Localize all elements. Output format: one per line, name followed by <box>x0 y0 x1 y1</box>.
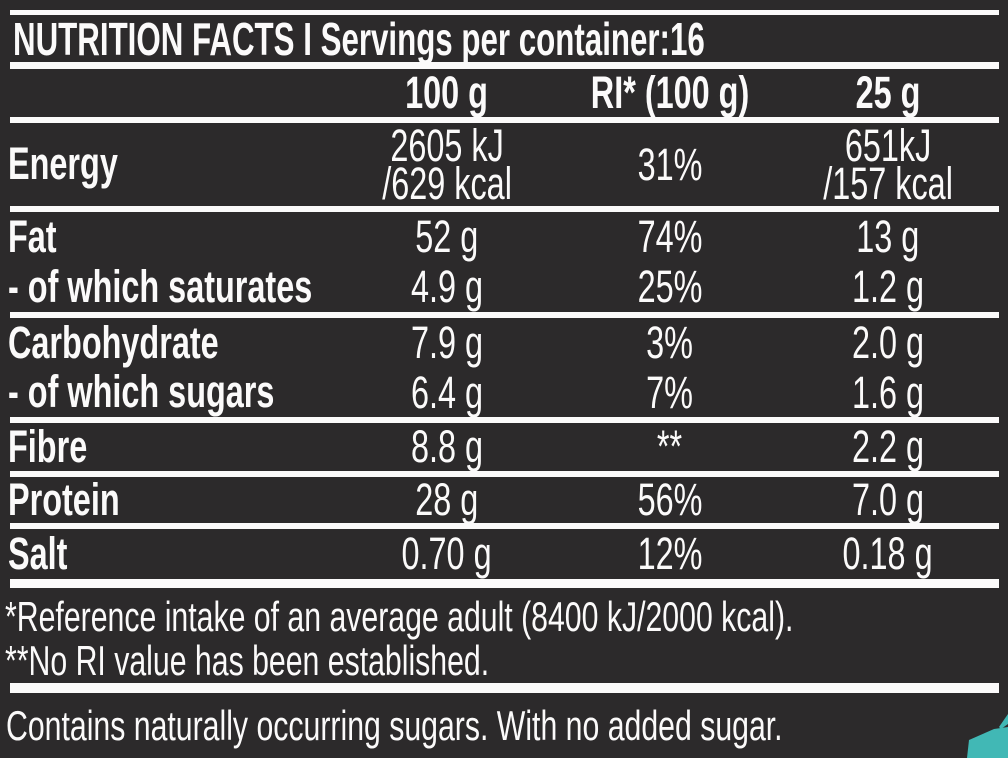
rule-top <box>10 10 999 15</box>
table-row-salt: Salt 0.70 g 12% 0.18 g <box>0 529 1008 579</box>
rule-below-columns <box>10 117 999 123</box>
table-row-fat: Fat 52 g 74% 13 g <box>0 212 1008 262</box>
value-per100: 8.8 g <box>410 421 484 473</box>
row-label: Fat <box>8 210 57 262</box>
sugar-note-text: Contains naturally occurring sugars. Wit… <box>6 702 783 749</box>
value-per100: 7.9 g <box>410 317 484 369</box>
rule-below-protein <box>10 523 999 529</box>
footnote-no-ri: **No RI value has been established. <box>5 637 490 685</box>
value-ri: 12% <box>637 528 703 580</box>
value-per25: 2.2 g <box>851 421 925 473</box>
rule-below-title <box>10 62 999 69</box>
column-header-per100: 100 g <box>405 67 489 119</box>
sugar-note: Contains naturally occurring sugars. Wit… <box>0 693 1008 758</box>
value-per100: 4.9 g <box>410 261 484 313</box>
column-header-ri: RI* (100 g) <box>590 67 750 119</box>
value-per25: 651kJ /157 kcal <box>823 119 953 209</box>
top-margin <box>0 0 1008 10</box>
value-ri: ** <box>657 421 683 473</box>
table-row-protein: Protein 28 g 56% 7.0 g <box>0 477 1008 523</box>
column-header-per25: 25 g <box>855 67 921 119</box>
value-per25: 1.2 g <box>851 261 925 313</box>
value-per25: 0.18 g <box>842 528 934 580</box>
value-per25: 2.0 g <box>851 317 925 369</box>
value-per25: 1.6 g <box>851 366 925 418</box>
table-row-fibre: Fibre 8.8 g ** 2.2 g <box>0 423 1008 471</box>
rule-below-energy <box>10 206 999 212</box>
row-label: Salt <box>8 527 68 579</box>
rule-below-fibre <box>10 471 999 477</box>
table-row-sugars: - of which sugars 6.4 g 7% 1.6 g <box>0 368 1008 417</box>
rule-below-fat-group <box>10 312 999 318</box>
column-header-row: 100 g RI* (100 g) 25 g <box>0 69 1008 117</box>
row-label: - of which sugars <box>8 366 275 418</box>
value-ri: 25% <box>637 261 703 313</box>
row-label: - of which saturates <box>8 260 313 312</box>
row-label: Energy <box>8 138 118 190</box>
footnotes: *Reference intake of an average adult (8… <box>0 588 1008 683</box>
label-header: NUTRITION FACTS I Servings per container… <box>0 13 1008 65</box>
value-ri: 56% <box>637 474 703 526</box>
teal-ribbon-corner-graphic <box>967 714 1008 758</box>
row-label: Protein <box>8 473 120 525</box>
value-ri: 7% <box>646 366 694 418</box>
rule-below-salt <box>10 579 999 588</box>
value-ri: 31% <box>637 138 703 190</box>
rule-below-carb-group <box>10 417 999 423</box>
table-row-carbohydrate: Carbohydrate 7.9 g 3% 2.0 g <box>0 318 1008 368</box>
value-per100: 52 g <box>415 211 479 263</box>
value-per25: 13 g <box>856 211 920 263</box>
value-per100: 6.4 g <box>410 366 484 418</box>
value-per25: 7.0 g <box>851 474 925 526</box>
row-label: Fibre <box>8 420 88 472</box>
table-row-saturates: - of which saturates 4.9 g 25% 1.2 g <box>0 262 1008 312</box>
rule-below-footnotes <box>10 683 999 693</box>
row-label: Carbohydrate <box>8 316 219 368</box>
value-per100: 28 g <box>415 474 479 526</box>
footnote-reference-intake: *Reference intake of an average adult (8… <box>5 593 794 640</box>
label-title: NUTRITION FACTS I Servings per container… <box>13 12 705 65</box>
value-per100: 0.70 g <box>401 528 493 580</box>
value-ri: 3% <box>646 317 694 369</box>
value-ri: 74% <box>637 211 703 263</box>
value-per100: 2605 kJ /629 kcal <box>382 119 512 209</box>
table-row-energy: Energy 2605 kJ /629 kcal 31% 651kJ /157 … <box>0 123 1008 206</box>
